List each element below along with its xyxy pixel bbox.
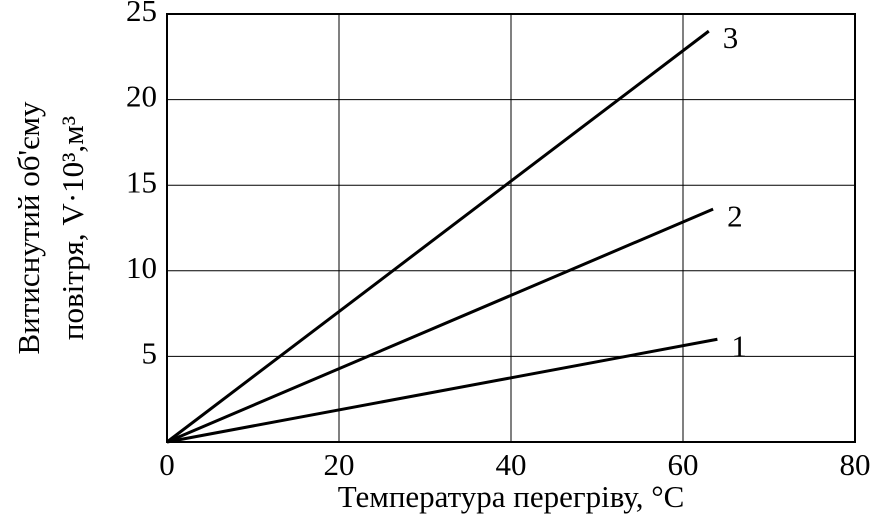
y-tick-label: 10 xyxy=(126,250,157,285)
data-line xyxy=(166,337,718,444)
line-label: 1 xyxy=(731,328,747,363)
data-line xyxy=(166,207,714,444)
x-tick-label: 40 xyxy=(496,447,527,482)
y-tick-label: 25 xyxy=(126,0,157,28)
line-label: 3 xyxy=(723,20,739,55)
y-axis-label: Витиснутий об'єму xyxy=(11,101,46,355)
x-axis-label: Температура перегріву, °C xyxy=(338,479,685,514)
y-tick-label: 15 xyxy=(126,164,157,199)
x-tick-label: 0 xyxy=(159,447,175,482)
y-axis-label: повітря, V·10³,м³ xyxy=(55,116,90,340)
y-tick-label: 5 xyxy=(142,336,158,371)
data-line xyxy=(166,29,710,444)
x-tick-label: 80 xyxy=(840,447,871,482)
plot-frame xyxy=(166,13,856,443)
line-label: 2 xyxy=(727,198,743,233)
y-tick-label: 20 xyxy=(126,79,157,114)
x-tick-label: 60 xyxy=(668,447,699,482)
x-tick-label: 20 xyxy=(324,447,355,482)
